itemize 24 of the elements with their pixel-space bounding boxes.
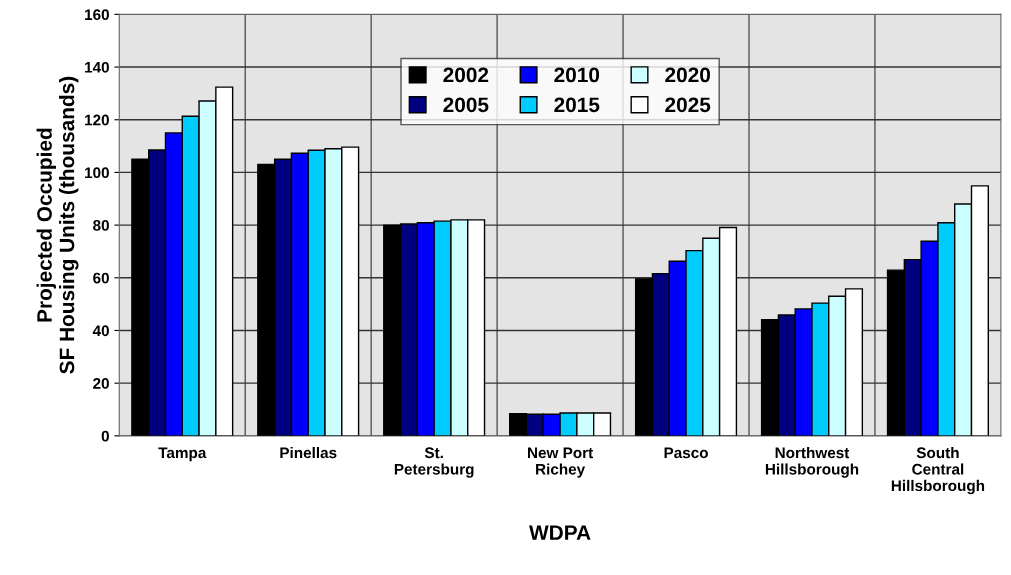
y-tick-label: 40 (92, 325, 109, 337)
x-tick-label: Northwest Hillsborough (765, 446, 859, 478)
y-tick-label: 0 (101, 430, 109, 442)
legend-label: 2020 (665, 67, 711, 83)
y-tick-label: 60 (93, 272, 109, 284)
y-tick-label: 140 (85, 61, 109, 73)
y-tick-label: 100 (85, 167, 109, 179)
legend-label: 2025 (665, 97, 711, 113)
x-tick-label: Pasco (664, 447, 708, 459)
y-tick-label: 20 (93, 378, 109, 389)
y-tick-label: 80 (93, 219, 109, 231)
y-tick-label: 160 (85, 9, 109, 21)
legend-label: 2015 (554, 97, 600, 113)
y-axis-title: Projected Occupied SF Housing Units (thousands) (36, 76, 79, 374)
x-tick-label: Pinellas (280, 446, 337, 459)
x-axis-title: WDPA (529, 525, 591, 540)
x-tick-label: South Central Hillsborough (891, 446, 985, 495)
y-tick-label: 120 (85, 114, 109, 126)
legend-label: 2005 (443, 97, 489, 113)
x-tick-label: Tampa (158, 447, 207, 462)
x-tick-label: New Port Richey (528, 447, 594, 478)
x-tick-label: St. Petersburg (394, 447, 474, 478)
legend-label: 2002 (443, 67, 489, 83)
legend-label: 2010 (554, 67, 600, 83)
